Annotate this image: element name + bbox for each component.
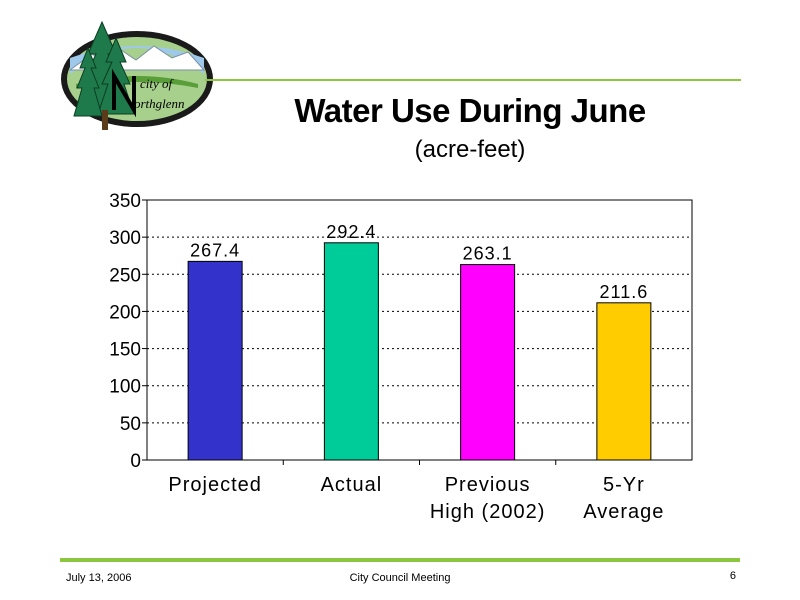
x-category-label: Actual [321,474,383,496]
x-category-label: 5-Yr [603,474,645,496]
x-category-label: Projected [168,474,262,496]
y-tick-label: 100 [109,377,141,398]
data-label: 211.6 [600,282,649,302]
slide-subtitle: (acre-feet) [414,136,526,163]
svg-text:city of: city of [140,76,175,91]
x-category-label: High (2002) [430,501,546,523]
x-category-label: Previous [445,474,531,496]
y-tick-label: 150 [109,340,141,361]
y-tick-label: 250 [109,265,141,286]
y-tick-label: 50 [120,414,141,435]
y-tick-label: 0 [130,451,141,472]
x-category-label: Average [583,501,664,523]
slide-number: 6 [729,570,736,582]
y-tick-label: 300 [109,228,141,249]
footer-meeting: City Council Meeting [349,572,451,584]
data-label: 292.4 [326,222,376,242]
footer-divider [60,558,740,562]
footer-date: July 13, 2006 [66,572,132,584]
svg-text:orthglenn: orthglenn [134,96,185,111]
slide-title: Water Use During June [294,92,646,129]
y-tick-label: 350 [109,191,141,212]
bar [323,242,379,461]
data-label: 263.1 [463,244,513,264]
bar [460,264,516,461]
y-tick-label: 200 [109,302,141,323]
data-label: 267.4 [190,240,240,260]
city-of-northglenn-logo: city of orthglenn [61,20,213,130]
bar [596,302,652,461]
bar [187,260,243,461]
header-divider [205,79,741,81]
